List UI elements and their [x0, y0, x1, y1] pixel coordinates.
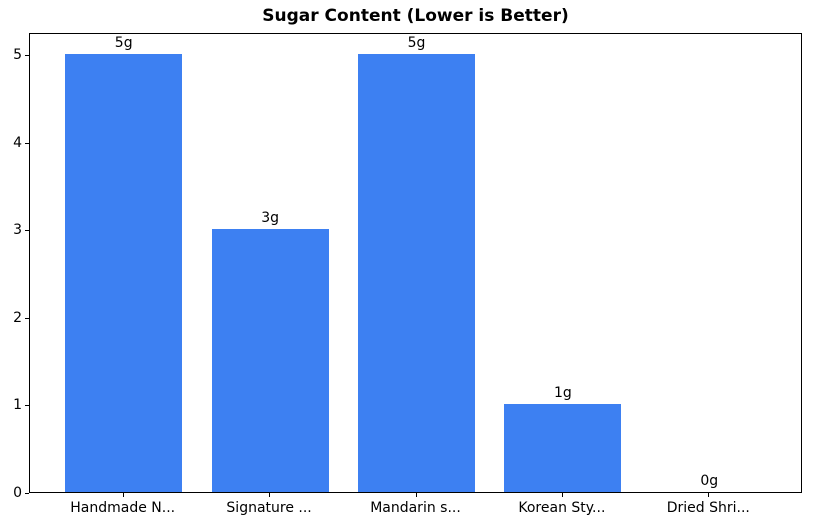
y-tick-label: 3 [13, 222, 22, 239]
bar-value-label: 0g [700, 473, 719, 489]
x-tick-label: Signature ... [226, 500, 312, 516]
bar-value-label: 1g [553, 385, 572, 402]
bar-value-label: 5g [114, 34, 133, 51]
bar-value-label: 5g [407, 34, 426, 51]
y-tick-label: 5 [13, 46, 22, 63]
x-tick-mark [415, 493, 417, 497]
y-tick-mark [25, 405, 29, 407]
x-tick-mark [708, 493, 710, 497]
y-tick-mark [25, 230, 29, 232]
x-tick-mark [122, 493, 124, 497]
y-tick-label: 0 [13, 485, 22, 501]
bar [358, 53, 475, 492]
y-tick-mark [25, 142, 29, 144]
x-tick-label: Korean Sty... [518, 500, 606, 516]
y-tick-mark [25, 317, 29, 319]
x-tick-label: Mandarin s... [370, 500, 461, 516]
bar-value-label: 3g [261, 210, 279, 227]
x-tick-label: Dried Shri... [666, 500, 750, 516]
bar [65, 53, 183, 492]
bar [504, 404, 622, 492]
y-tick-label: 1 [13, 397, 22, 414]
x-tick-label: Handmade N... [70, 500, 176, 516]
y-tick-mark [25, 54, 29, 56]
x-tick-mark [561, 493, 563, 497]
bar [211, 229, 329, 492]
y-tick-label: 2 [13, 309, 22, 326]
chart-title: Sugar Content (Lower is Better) [262, 6, 569, 26]
y-tick-label: 4 [13, 134, 22, 151]
plot-area: 5g 3g 5g 1g 0g [29, 33, 802, 493]
y-tick-mark [25, 493, 29, 494]
x-tick-mark [269, 493, 271, 497]
